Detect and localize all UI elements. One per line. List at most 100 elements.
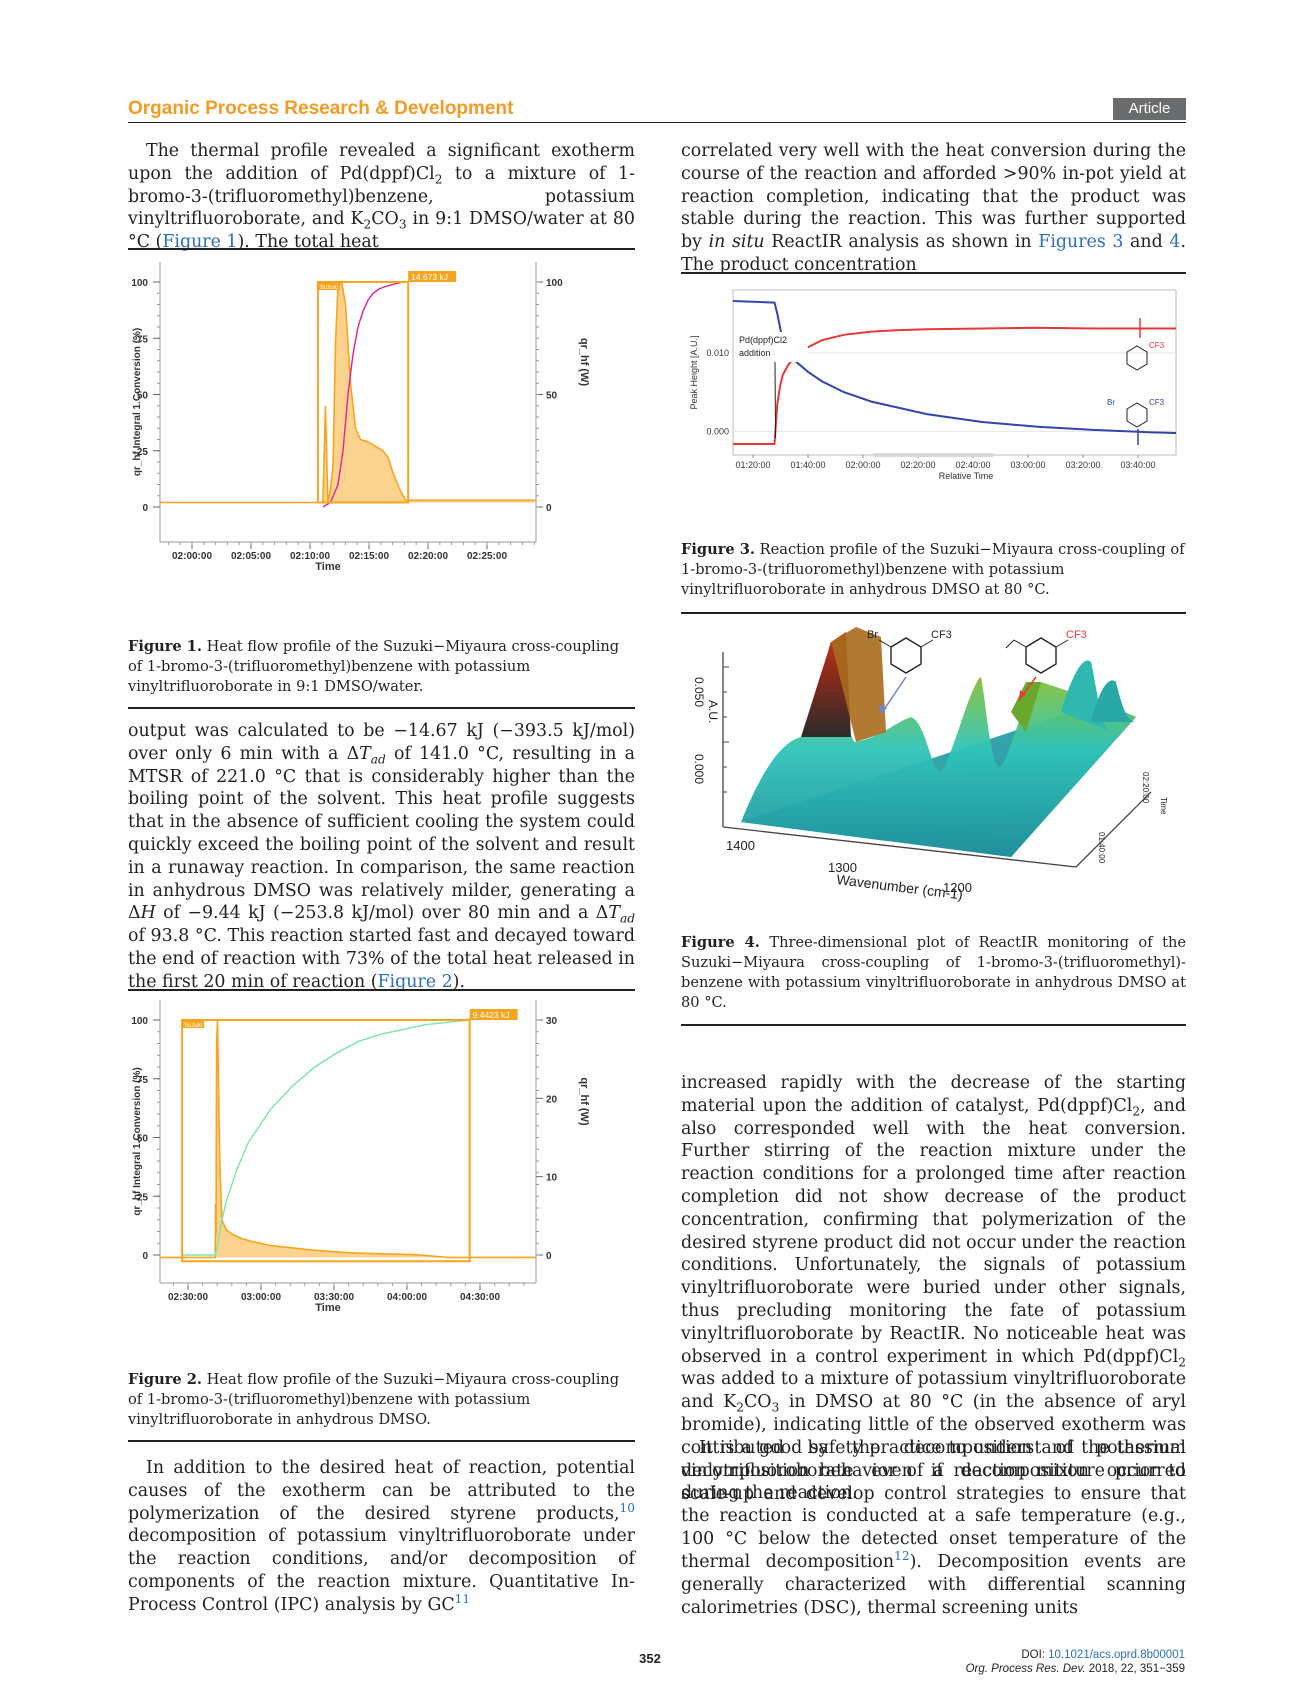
annotation-text: Pd(dppf)Cl2 <box>739 335 787 345</box>
figure-4-3d-plot: 0.050 0.000 A.U. Br CF3 CF3 <box>681 622 1186 922</box>
annotation-label: 14.673 kJ <box>411 272 448 282</box>
x-tick-label: 02:10:00 <box>290 551 330 562</box>
left-paragraph-2: output was calculated to be −14.67 kJ (−… <box>128 721 635 992</box>
y-tick-label: 100 <box>131 278 148 289</box>
x-tick-label: 04:30:00 <box>460 1292 500 1303</box>
x-axis-label: Relative Time <box>939 471 994 481</box>
figure-4-link[interactable]: 4 <box>1169 232 1181 253</box>
y-tick-label: 0.000 <box>706 426 729 436</box>
figure-1-link[interactable]: Figure 1 <box>162 232 238 253</box>
marker-label: Suzuki <box>184 1023 202 1029</box>
fig4-xtick-3: 1200 <box>943 880 972 895</box>
annotation-box <box>736 332 808 362</box>
svg-text:CF3: CF3 <box>931 629 952 641</box>
series-line <box>160 280 536 504</box>
y-axis-label: Peak Height [A.U.] <box>689 335 699 409</box>
figure-3-caption: Figure 3. Reaction profile of the Suzuki… <box>681 541 1185 598</box>
figure-2-caption: Figure 2. Heat flow profile of the Suzuk… <box>128 1371 620 1428</box>
figure-3-bottom-rule <box>681 612 1186 614</box>
annotation-label: 9.4423 kJ <box>473 1010 510 1020</box>
y-tick-label: 100 <box>131 1016 148 1027</box>
right-paragraph-3: It is a good safety practice to understa… <box>681 1438 1186 1618</box>
y-tick-label: 50 <box>137 391 149 402</box>
x-tick-label: 03:00:00 <box>1010 460 1045 470</box>
x-axis-label: Time <box>315 561 340 573</box>
annotation-text-2: addition <box>739 348 771 358</box>
figure-4-bottom-rule <box>681 1024 1186 1026</box>
y2-tick-label: 20 <box>546 1094 558 1105</box>
x-tick-label: 02:30:00 <box>168 1292 208 1303</box>
fig4-ytick-1: 0.050 <box>692 677 706 707</box>
y-tick-label: 0.010 <box>706 348 729 358</box>
y2-tick-label: 0 <box>546 503 552 514</box>
marker-bg <box>182 1020 205 1028</box>
journal-title: Organic Process Research & Development <box>128 98 514 119</box>
x-tick-label: 03:30:00 <box>314 1292 354 1303</box>
figure-4-caption: Figure 4. Three-dimensional plot of Reac… <box>681 934 1186 1011</box>
figure-3-link[interactable]: Figures 3 <box>1038 232 1124 253</box>
figure-2-top-rule <box>128 989 635 991</box>
y-tick-label: 25 <box>137 1192 149 1203</box>
fig4-ztick-1: 02:20:00 <box>1141 772 1150 804</box>
x-tick-label: 03:20:00 <box>1065 460 1100 470</box>
product-cf3-label: CF3 <box>1149 341 1165 350</box>
series-line <box>160 1019 536 1259</box>
figure-3-top-rule <box>681 272 1186 274</box>
integration-box <box>181 1019 471 1263</box>
x-tick-label: 02:00:00 <box>172 551 212 562</box>
figure-1-bottom-rule <box>128 707 635 709</box>
fig4-ztick-2: 01:40:00 <box>1097 832 1106 864</box>
sm-cf3-label: CF3 <box>1149 398 1165 407</box>
y2-tick-label: 0 <box>546 1251 552 1262</box>
y-tick-label: 25 <box>137 447 149 458</box>
y2-axis-label: qr_hf (W) <box>578 338 590 387</box>
fig4-ytick-2: 0.000 <box>692 754 706 784</box>
y2-axis-label: qr_hf (W) <box>578 1077 590 1126</box>
x-tick-label: 03:40:00 <box>1120 460 1155 470</box>
x-tick-label: 02:20:00 <box>900 460 935 470</box>
y-tick-label: 0 <box>142 1251 148 1262</box>
article-badge: Article <box>1113 98 1186 120</box>
integration-box <box>316 281 410 504</box>
header-rule <box>128 122 1186 123</box>
y-axis-label: qr_hf Integral 1.Conversion (%) <box>132 328 143 476</box>
x-tick-label: 04:00:00 <box>387 1292 427 1303</box>
x-tick-label: 02:15:00 <box>349 551 389 562</box>
series-line <box>182 1019 470 1256</box>
y-tick-label: 75 <box>137 1075 149 1086</box>
annotation-bg <box>469 1009 518 1020</box>
fig4-zlabel: Time <box>1159 797 1168 815</box>
x-tick-label: 02:25:00 <box>467 551 507 562</box>
right-paragraph-1: correlated very well with the heat conve… <box>681 141 1186 275</box>
series-line <box>733 326 1176 445</box>
x-tick-label: 01:40:00 <box>790 460 825 470</box>
figure-2-link[interactable]: Figure 2 <box>377 971 453 992</box>
doi-citation: DOI: 10.1021/acs.oprd.8b00001 Org. Proce… <box>965 1649 1185 1675</box>
fig4-xlabel: Wavenumber (cm-1) <box>836 871 964 902</box>
svg-text:Br: Br <box>867 629 878 641</box>
y-tick-label: 50 <box>137 1134 149 1145</box>
y-axis-label: qr_hf Integral 1.Conversion (%) <box>132 1067 143 1215</box>
sm-structure <box>1126 402 1148 428</box>
scrollbar <box>873 453 993 457</box>
y-tick-label: 75 <box>137 334 149 345</box>
x-tick-label: 02:00:00 <box>845 460 880 470</box>
right-paragraph-2: increased rapidly with the decrease of t… <box>681 1073 1186 1504</box>
x-tick-label: 01:20:00 <box>735 460 770 470</box>
series-line <box>732 300 1177 434</box>
fig4-xtick-2: 1300 <box>828 860 857 875</box>
x-tick-label: 02:40:00 <box>955 460 990 470</box>
left-paragraph-1: The thermal profile revealed a significa… <box>128 141 635 253</box>
product-structure: CF3 <box>1005 629 1087 701</box>
doi-link[interactable]: 10.1021/acs.oprd.8b00001 <box>1048 1649 1185 1661</box>
svg-text:CF3: CF3 <box>1066 629 1087 641</box>
marker-label: Suzuki <box>320 285 338 291</box>
y2-tick-label: 100 <box>546 278 563 289</box>
product-structure <box>1126 345 1148 371</box>
y2-tick-label: 10 <box>546 1173 558 1184</box>
figure-1-top-rule <box>128 248 635 250</box>
y2-tick-label: 30 <box>546 1016 558 1027</box>
annotation-bg <box>408 271 457 282</box>
figure-1-chart: 0 25 50 75 100 0 50 100 02:00:00 02:05:00 02:10:00… <box>128 262 635 622</box>
x-tick-label: 03:00:00 <box>241 1292 281 1303</box>
